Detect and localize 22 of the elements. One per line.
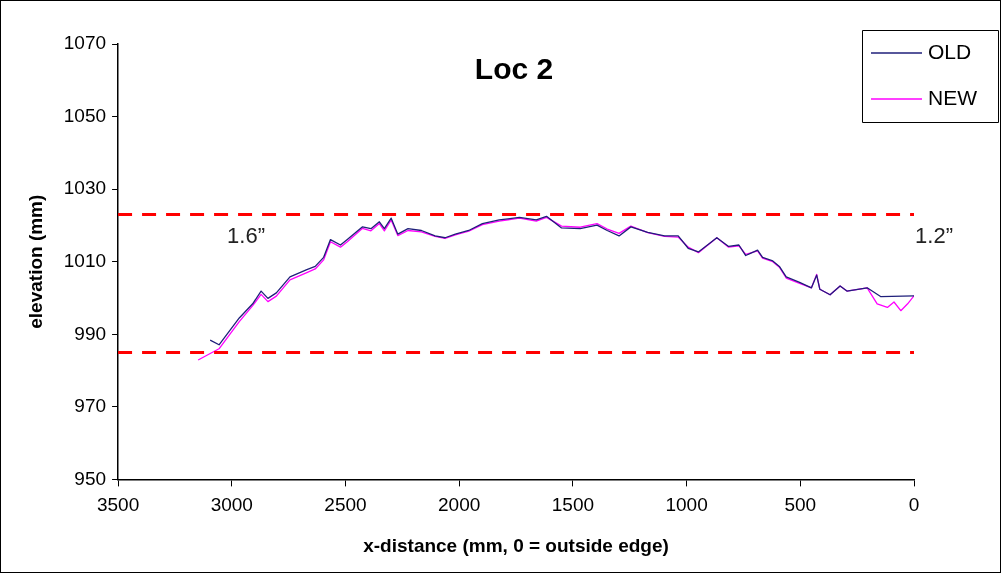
y-tick-label: 1070 xyxy=(63,32,107,54)
y-axis-title: elevation (mm) xyxy=(24,194,46,329)
x-tick-label: 1000 xyxy=(665,494,708,516)
text: 1.2” xyxy=(915,223,953,249)
y-tick-label: 1010 xyxy=(63,249,107,271)
x-tick-label: 3500 xyxy=(96,494,140,516)
x-tick-label: 2000 xyxy=(438,494,481,516)
x-tick-label: 1500 xyxy=(551,494,595,516)
y-tick-label: 990 xyxy=(74,322,107,344)
chart-title: Loc 2 xyxy=(474,52,554,86)
annotation: 1.6” xyxy=(227,223,266,249)
y-tick-label: 1030 xyxy=(63,177,107,199)
y-tick-label: 970 xyxy=(74,395,107,417)
y-tick-label: 1050 xyxy=(63,104,107,126)
x-tick-label: 500 xyxy=(784,494,817,516)
x-tick-label: 3000 xyxy=(210,494,253,516)
legend-label: OLD xyxy=(928,39,972,63)
y-tick-label: 950 xyxy=(74,467,107,489)
x-tick-label: 0 xyxy=(908,494,920,516)
x-tick-label: 2500 xyxy=(324,494,367,516)
legend-label: NEW xyxy=(928,85,978,109)
x-axis-title: x-distance (mm, 0 = outside edge) xyxy=(363,534,669,556)
